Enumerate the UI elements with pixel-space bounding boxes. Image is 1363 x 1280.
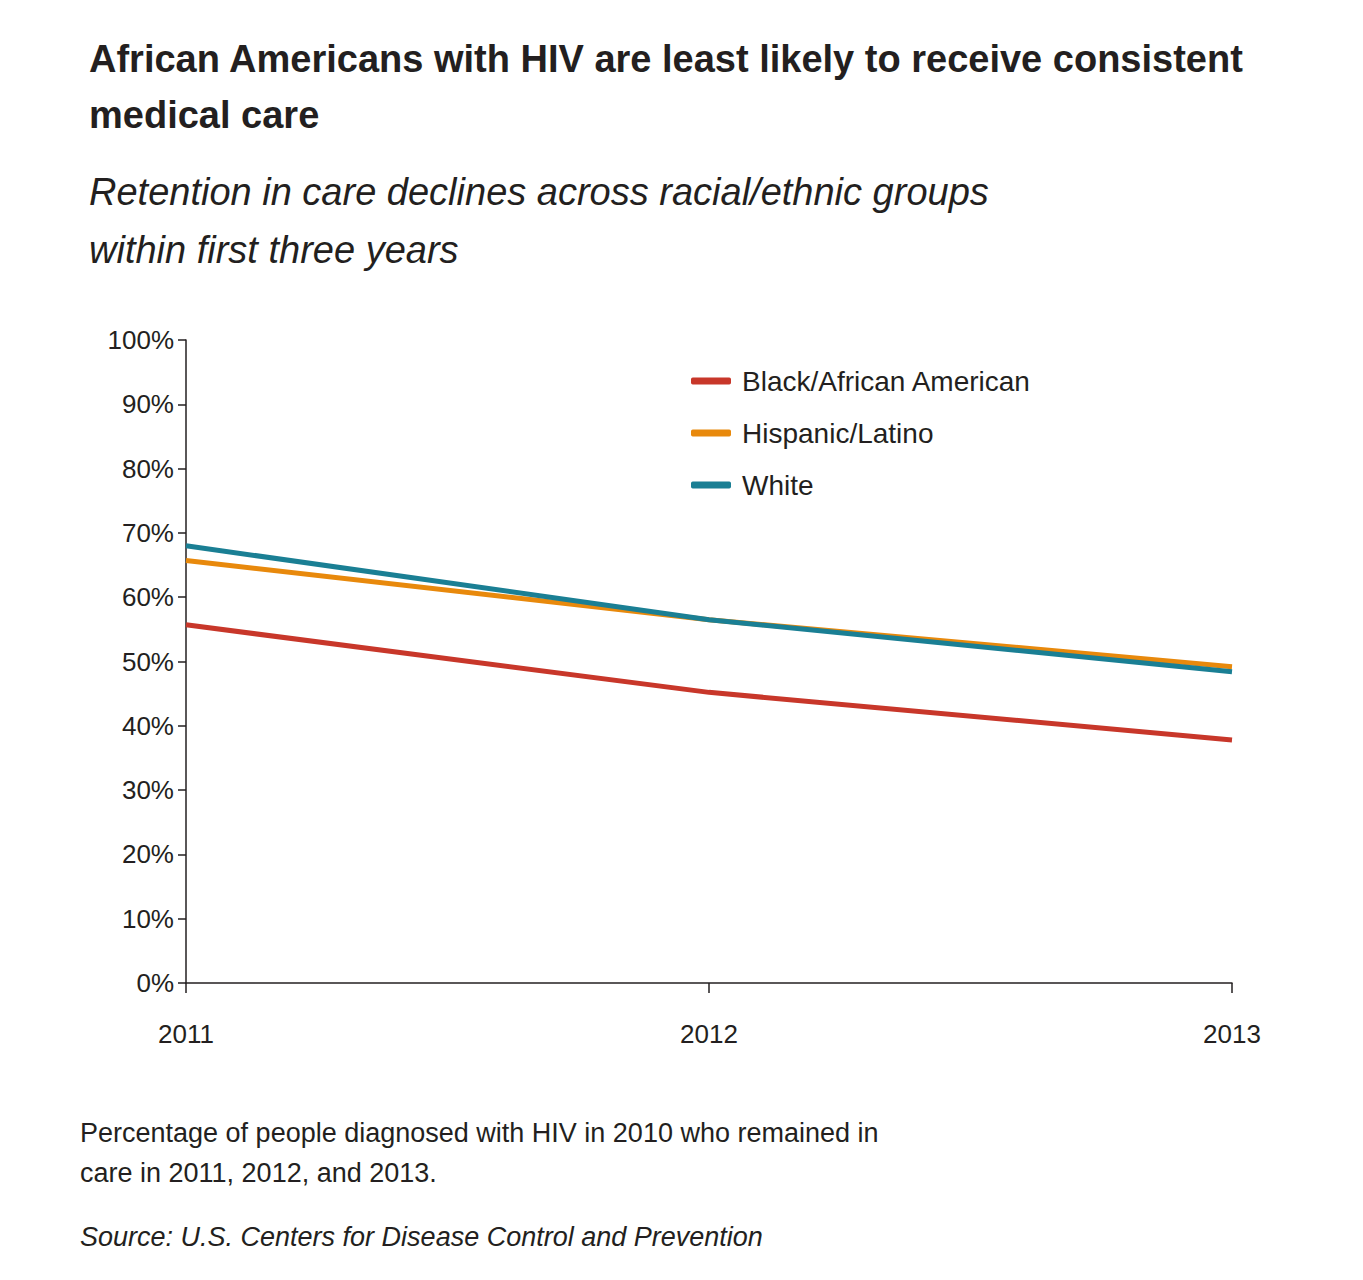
svg-text:Source: U.S. Centers for Disea: Source: U.S. Centers for Disease Control… xyxy=(80,1222,763,1252)
svg-text:80%: 80% xyxy=(122,454,174,484)
svg-text:medical care: medical care xyxy=(89,94,319,136)
svg-text:2011: 2011 xyxy=(158,1019,214,1049)
svg-text:2012: 2012 xyxy=(680,1019,738,1049)
svg-text:Hispanic/Latino: Hispanic/Latino xyxy=(742,418,933,449)
svg-text:Black/African American: Black/African American xyxy=(742,366,1030,397)
svg-text:70%: 70% xyxy=(122,518,174,548)
svg-text:20%: 20% xyxy=(122,839,174,869)
svg-text:Percentage of people diagnosed: Percentage of people diagnosed with HIV … xyxy=(80,1118,886,1148)
svg-text:50%: 50% xyxy=(122,647,174,677)
svg-text:60%: 60% xyxy=(122,582,174,612)
svg-text:Retention in care declines acr: Retention in care declines across racial… xyxy=(89,171,999,213)
svg-text:African Americans with HIV are: African Americans with HIV are least lik… xyxy=(89,38,1253,80)
svg-text:2013: 2013 xyxy=(1203,1019,1261,1049)
svg-text:White: White xyxy=(742,470,814,501)
svg-text:30%: 30% xyxy=(122,775,174,805)
svg-text:40%: 40% xyxy=(122,711,174,741)
svg-text:10%: 10% xyxy=(122,904,174,934)
svg-text:within first three years: within first three years xyxy=(89,229,459,271)
svg-text:care in 2011, 2012, and 2013.: care in 2011, 2012, and 2013. xyxy=(80,1158,437,1188)
svg-text:90%: 90% xyxy=(122,389,174,419)
svg-text:0%: 0% xyxy=(136,968,174,998)
svg-text:100%: 100% xyxy=(108,325,175,355)
